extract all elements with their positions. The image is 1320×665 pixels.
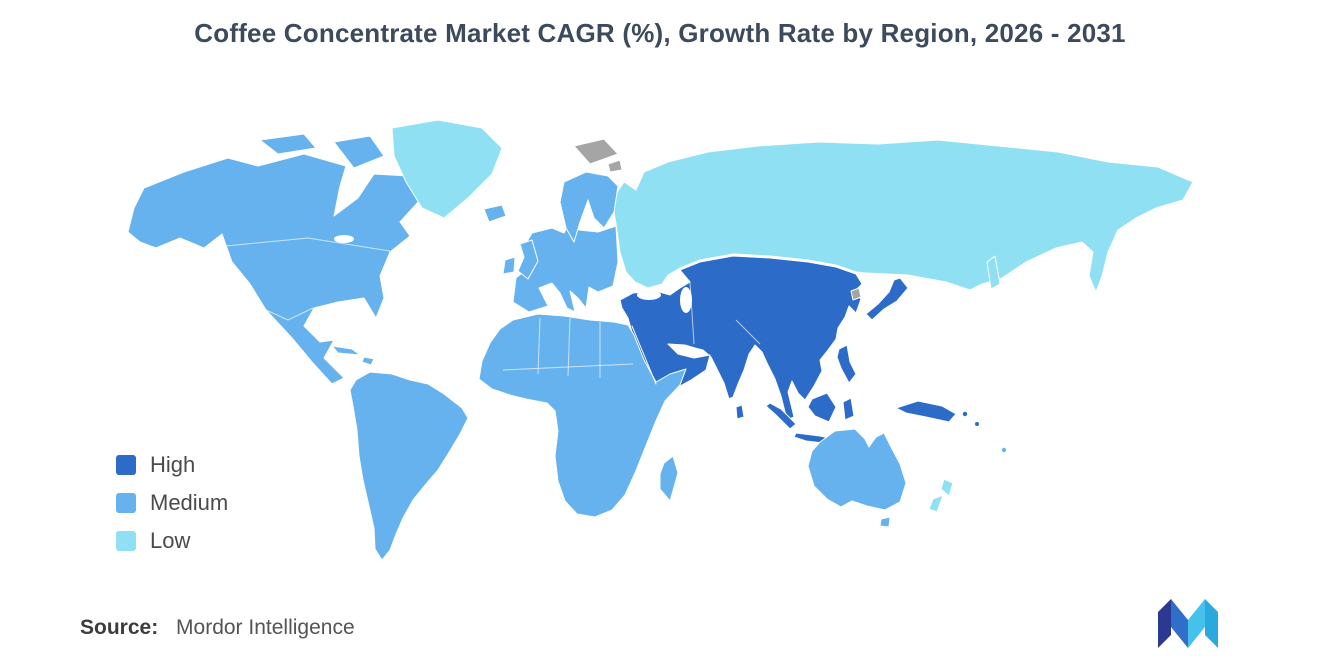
logo-left-diagonal (1171, 599, 1188, 648)
map-tasmania (879, 516, 891, 528)
map-madagascar (659, 455, 679, 502)
legend-item-high: High (116, 450, 228, 480)
map-pacific-island-dot (975, 422, 979, 426)
map-svalbard (573, 138, 623, 173)
legend-swatch-medium (116, 493, 136, 513)
map-cuba (331, 345, 361, 356)
map-new-guinea (895, 400, 957, 423)
map-pacific-island-dot (1001, 447, 1007, 453)
caspian-sea (680, 287, 692, 313)
country-borders (225, 237, 761, 378)
source-value: Mordor Intelligence (176, 616, 355, 639)
legend-swatch-high (116, 455, 136, 475)
map-south-america (349, 371, 469, 561)
map-new-zealand (928, 478, 954, 513)
map-australia (807, 428, 907, 511)
map-scandinavia (559, 171, 619, 243)
map-africa (478, 313, 687, 518)
map-russia (611, 139, 1194, 293)
map-arctic-islands (259, 133, 385, 169)
great-lakes (334, 235, 354, 243)
map-pacific-island-dot (962, 411, 968, 417)
map-united-kingdom (517, 239, 539, 280)
black-sea (637, 290, 661, 300)
legend-swatch-low (116, 531, 136, 551)
logo-right-stroke (1205, 599, 1218, 648)
map-iceland (483, 204, 507, 223)
chart-title: Coffee Concentrate Market CAGR (%), Grow… (194, 18, 1126, 48)
logo-left-stroke (1158, 599, 1171, 648)
source-line: Source: Mordor Intelligence (80, 616, 355, 640)
map-north-america (127, 153, 421, 385)
mordor-intelligence-logo (1158, 599, 1218, 648)
legend-label-medium: Medium (150, 490, 229, 515)
legend-label-high: High (150, 452, 196, 477)
logo-right-diagonal (1188, 599, 1205, 648)
map-japan (865, 277, 909, 321)
map-ireland (502, 256, 516, 275)
map-hispaniola (361, 356, 375, 366)
red-sea (631, 325, 657, 385)
map-regions (127, 119, 1194, 561)
map-sakhalin (986, 255, 1001, 290)
map-north-korea (850, 287, 862, 301)
map-greenland (391, 119, 503, 219)
world-map (127, 119, 1194, 561)
legend-item-low: Low (116, 526, 228, 556)
source-label: Source: (80, 616, 159, 639)
legend: High Medium Low (116, 450, 228, 564)
map-sri-lanka (735, 404, 745, 420)
map-philippines (836, 344, 857, 384)
legend-label-low: Low (150, 528, 191, 553)
persian-gulf (667, 343, 695, 358)
legend-item-medium: Medium (116, 488, 228, 518)
